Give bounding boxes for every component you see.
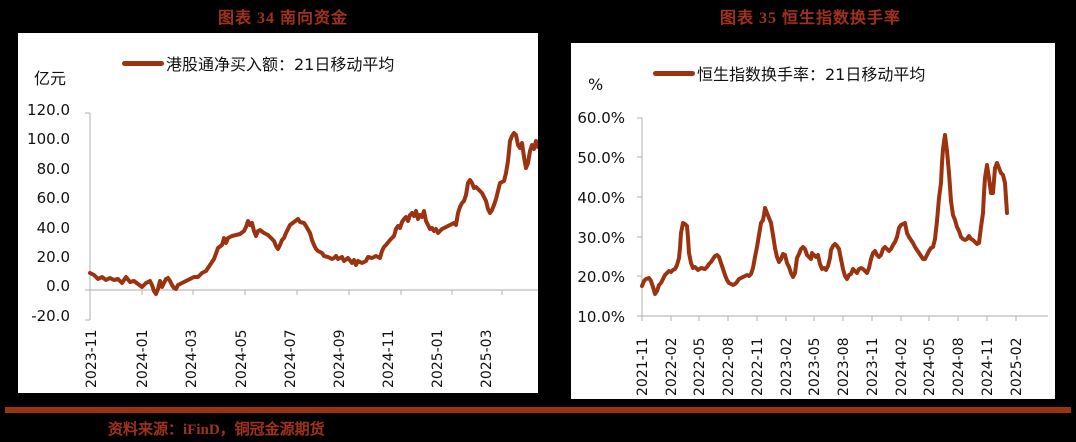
- x-tick: 2022-02: [664, 337, 680, 397]
- x-tick: 2021-11: [635, 337, 651, 397]
- y-tick: 60.0: [36, 189, 70, 207]
- x-tick: 2023-05: [807, 337, 823, 397]
- x-tick: 2022-08: [721, 337, 737, 397]
- legend: 恒生指数换手率：21日移动平均: [653, 61, 925, 85]
- y-axis-unit: 亿元: [34, 69, 67, 88]
- x-tick: 2024-11: [980, 337, 996, 397]
- line-plot-area: [85, 112, 538, 321]
- y-tick: 20.0%: [577, 268, 625, 286]
- y-tick: 80.0: [36, 160, 70, 178]
- y-tick: 20.0: [36, 248, 70, 266]
- x-tick: 2023-11: [865, 337, 881, 397]
- x-tick: 2025-02: [1009, 337, 1025, 397]
- x-tick: 2024-09: [332, 329, 348, 389]
- y-tick: 40.0: [36, 219, 70, 237]
- y-tick: 120.0: [27, 101, 70, 119]
- x-tick: 2024-11: [381, 329, 397, 389]
- y-tick: 60.0%: [577, 109, 625, 127]
- x-tick: 2023-11: [84, 329, 100, 389]
- x-tick: 2024-08: [951, 337, 967, 397]
- y-tick: -20.0: [31, 307, 70, 325]
- source-note: 资料来源：iFinD，铜冠金源期货: [108, 422, 325, 438]
- figure-34-title: 图表 34 南向资金: [218, 10, 349, 27]
- x-tick: 2022-11: [750, 337, 766, 397]
- y-tick: 40.0%: [577, 189, 625, 207]
- y-tick: 10.0%: [577, 308, 625, 326]
- legend-label: 恒生指数换手率：21日移动平均: [697, 65, 926, 84]
- legend: 港股通净买入额：21日移动平均: [122, 51, 394, 75]
- x-tick: 2024-03: [184, 329, 200, 389]
- hsi-turnover-line: [640, 133, 1009, 296]
- southbound-net-buy-line: [88, 131, 538, 296]
- x-tick: 2024-05: [234, 329, 250, 389]
- footer-divider: [5, 407, 1071, 413]
- x-tick: 2024-02: [894, 337, 910, 397]
- x-tick: 2024-05: [922, 337, 938, 397]
- chart-panel-southbound-funds: 亿元 港股通净买入额：21日移动平均 120.0 100.0 80.0 60.0…: [18, 33, 538, 393]
- line-plot-area: [637, 117, 1048, 321]
- figure-35-title: 图表 35 恒生指数换手率: [720, 10, 902, 27]
- x-tick: 2025-03: [479, 329, 495, 389]
- x-tick: 2023-08: [836, 337, 852, 397]
- y-tick: 50.0%: [577, 149, 625, 167]
- x-tick: 2023-02: [779, 337, 795, 397]
- x-tick: 2024-07: [283, 329, 299, 389]
- y-tick: 100.0: [27, 130, 70, 148]
- x-tick: 2024-01: [135, 329, 151, 389]
- x-tick: 2022-05: [692, 337, 708, 397]
- chart-panel-hsi-turnover: % 恒生指数换手率：21日移动平均 60.0% 50.0% 40.0% 30.0…: [571, 43, 1055, 399]
- y-axis-unit: %: [588, 75, 604, 94]
- y-tick: 30.0%: [577, 229, 625, 247]
- legend-label: 港股通净买入额：21日移动平均: [166, 55, 395, 74]
- x-tick: 2025-01: [430, 329, 446, 389]
- y-tick: 0.0: [46, 277, 70, 295]
- legend-line-swatch: [122, 60, 164, 66]
- legend-line-swatch: [653, 70, 695, 76]
